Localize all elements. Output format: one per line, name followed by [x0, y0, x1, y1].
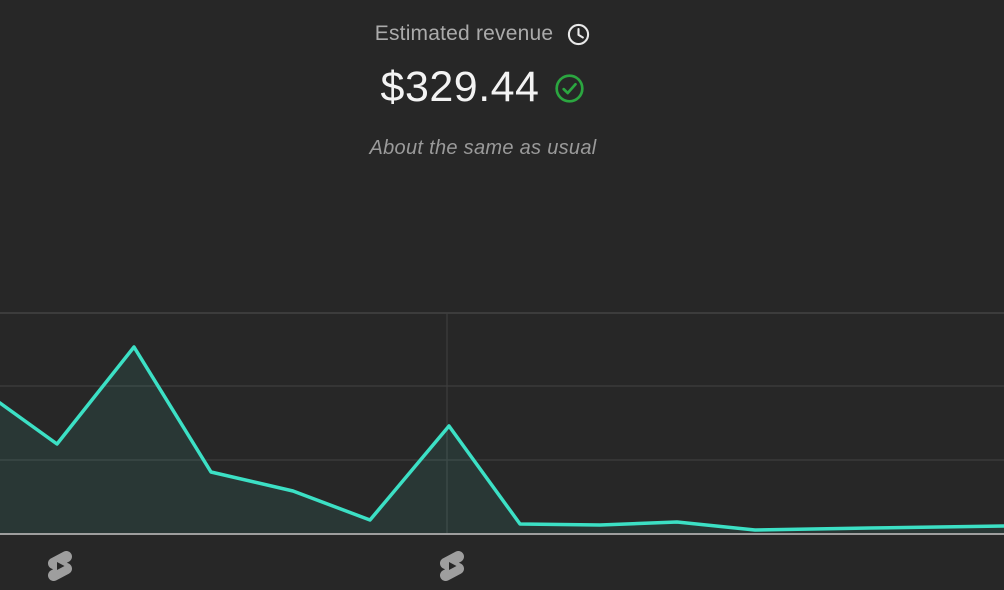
- status-note: About the same as usual: [369, 137, 597, 159]
- x-axis-line: [0, 533, 1004, 535]
- shorts-video-marker[interactable]: [42, 547, 78, 585]
- shorts-icon: [439, 550, 465, 582]
- revenue-summary: Estimated revenue $329.44 About the same…: [0, 0, 985, 160]
- shorts-video-marker[interactable]: [434, 547, 470, 585]
- metric-value: $329.44: [380, 62, 540, 111]
- series-area-fill: [0, 347, 1004, 534]
- revenue-line-chart: [0, 312, 1004, 534]
- series-line: [0, 345, 1004, 532]
- shorts-icon: [47, 550, 73, 582]
- revenue-chart-plot[interactable]: [0, 312, 1004, 534]
- metric-title: Estimated revenue: [374, 22, 554, 45]
- clock-icon: [568, 23, 590, 45]
- metric-title-row: Estimated revenue: [375, 20, 592, 48]
- check-circle-icon: [555, 74, 585, 103]
- metric-value-row: $329.44: [381, 62, 586, 112]
